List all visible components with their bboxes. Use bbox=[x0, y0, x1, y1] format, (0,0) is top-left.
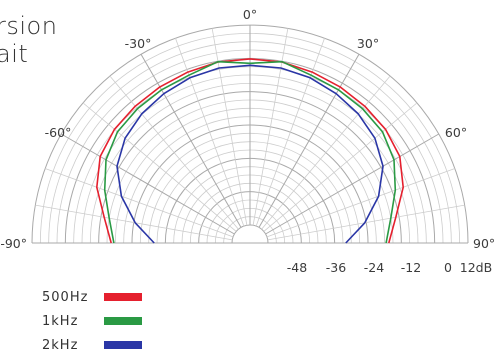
header-title-fragment: rsion bbox=[0, 12, 58, 40]
legend: 500Hz 1kHz 2kHz bbox=[42, 285, 142, 357]
legend-label: 1kHz bbox=[42, 313, 79, 329]
angle-label: -90° bbox=[0, 236, 27, 251]
db-tick-label: 12dB bbox=[460, 260, 492, 275]
angle-label: -60° bbox=[45, 125, 72, 140]
angle-label: 60° bbox=[445, 125, 467, 140]
grid-spoke bbox=[140, 53, 242, 228]
grid-spoke bbox=[35, 204, 233, 241]
series-line-1khz bbox=[103, 60, 397, 244]
angle-label: 30° bbox=[357, 36, 379, 51]
series-line-2khz bbox=[116, 64, 384, 244]
legend-item: 2kHz bbox=[42, 333, 142, 357]
grid-spoke bbox=[82, 102, 237, 232]
legend-swatch bbox=[104, 293, 142, 301]
grid-spoke bbox=[266, 168, 455, 238]
grid-spoke bbox=[267, 204, 465, 241]
db-tick-label: -36 bbox=[326, 260, 346, 275]
angle-labels: -90° -60° -30° 0° 30° 60° 90° bbox=[0, 7, 495, 251]
polar-grid bbox=[31, 24, 469, 244]
angle-label: 90° bbox=[473, 236, 495, 251]
db-tick-label: -12 bbox=[401, 260, 421, 275]
grid-spoke bbox=[109, 75, 239, 230]
legend-swatch bbox=[104, 317, 142, 325]
polar-chart: -90° -60° -30° 0° 30° 60° 90° -48 -36 -24 -12 0 12d… bbox=[0, 7, 495, 275]
legend-item: 500Hz bbox=[42, 285, 142, 309]
grid-spoke bbox=[255, 38, 325, 227]
db-tick-label: 0 bbox=[444, 260, 452, 275]
legend-item: 1kHz bbox=[42, 309, 142, 333]
db-tick-labels: -48 -36 -24 -12 0 12dB bbox=[287, 260, 492, 275]
legend-swatch bbox=[104, 341, 142, 349]
polar-curves bbox=[96, 58, 404, 244]
angle-label: 0° bbox=[243, 7, 257, 22]
angle-label: -30° bbox=[125, 36, 152, 51]
grid-spoke bbox=[261, 75, 391, 230]
db-tick-label: -48 bbox=[287, 260, 307, 275]
grid-spoke bbox=[175, 38, 245, 227]
grid-spoke bbox=[45, 168, 234, 238]
grid-spoke bbox=[60, 133, 235, 235]
series-line-500hz bbox=[96, 58, 404, 244]
grid-spoke bbox=[263, 102, 418, 232]
legend-label: 500Hz bbox=[42, 289, 89, 305]
grid-spoke bbox=[265, 133, 440, 235]
legend-label: 2kHz bbox=[42, 337, 79, 353]
header-subtitle-fragment: ait bbox=[0, 40, 29, 68]
db-tick-label: -24 bbox=[364, 260, 384, 275]
grid-spoke bbox=[258, 53, 360, 228]
